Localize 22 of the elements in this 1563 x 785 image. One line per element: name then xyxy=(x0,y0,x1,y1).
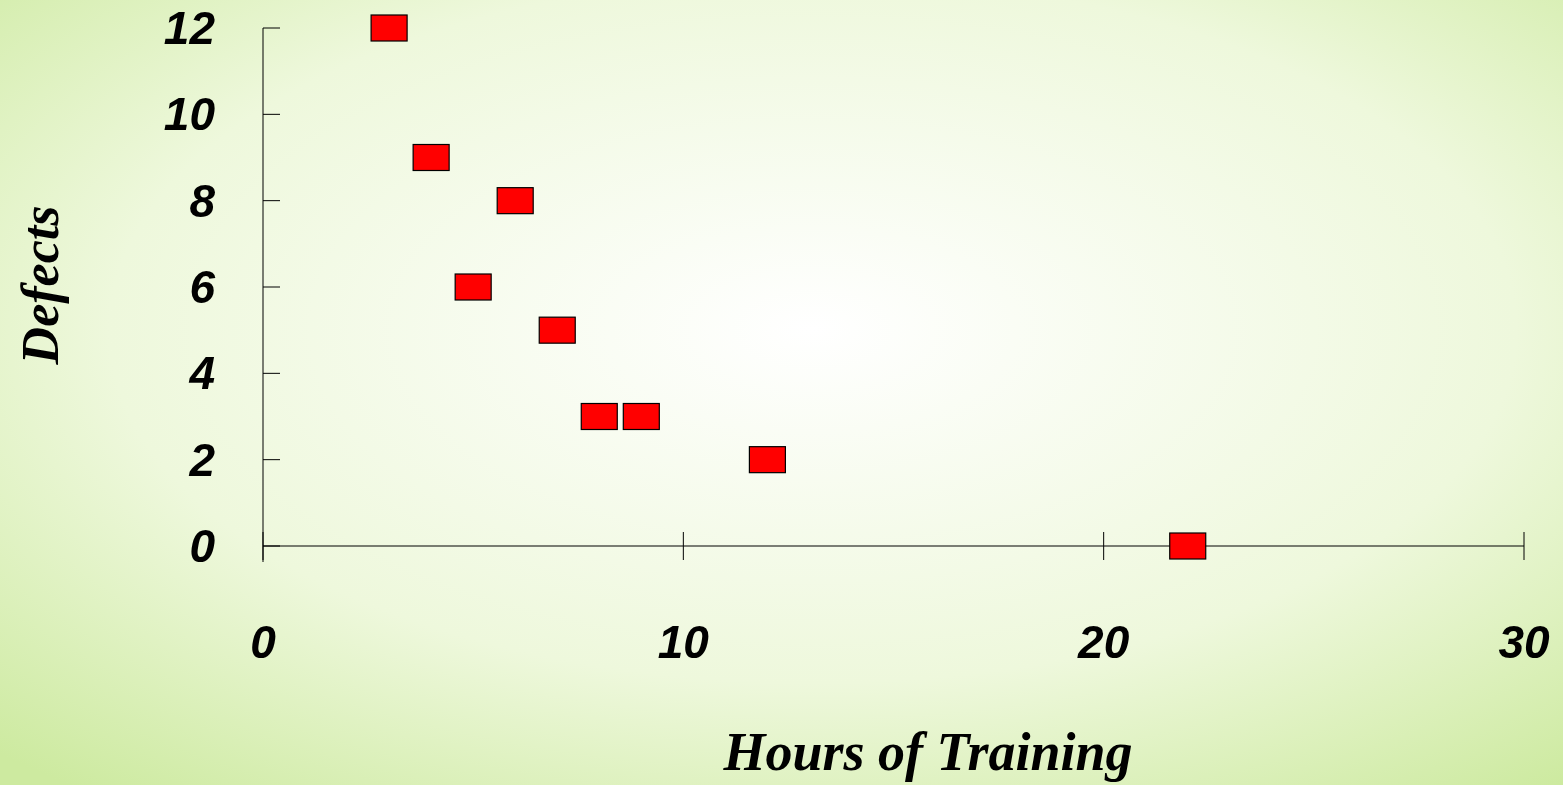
x-tick-label: 0 xyxy=(250,616,277,668)
point xyxy=(496,187,534,215)
x-axis-title: Hours of Training xyxy=(722,722,1133,782)
x-tick-label: 30 xyxy=(1498,616,1550,668)
point xyxy=(622,402,660,431)
y-tick-label: 4 xyxy=(188,347,215,400)
point xyxy=(580,402,618,431)
y-tick-label: 0 xyxy=(189,520,216,572)
point xyxy=(748,446,786,474)
point xyxy=(412,143,450,172)
point xyxy=(370,14,408,42)
y-axis-title: Defects xyxy=(12,205,69,366)
point xyxy=(1169,532,1207,560)
y-tick-label: 12 xyxy=(163,2,216,54)
point xyxy=(538,316,576,344)
y-tick-label: 10 xyxy=(163,88,216,141)
x-tick-label: 20 xyxy=(1077,616,1130,668)
y-tick-label: 8 xyxy=(189,174,216,227)
y-tick-label: 2 xyxy=(188,433,216,486)
y-tick-label: 6 xyxy=(189,261,216,313)
point xyxy=(454,273,492,301)
x-tick-label: 10 xyxy=(657,616,710,668)
